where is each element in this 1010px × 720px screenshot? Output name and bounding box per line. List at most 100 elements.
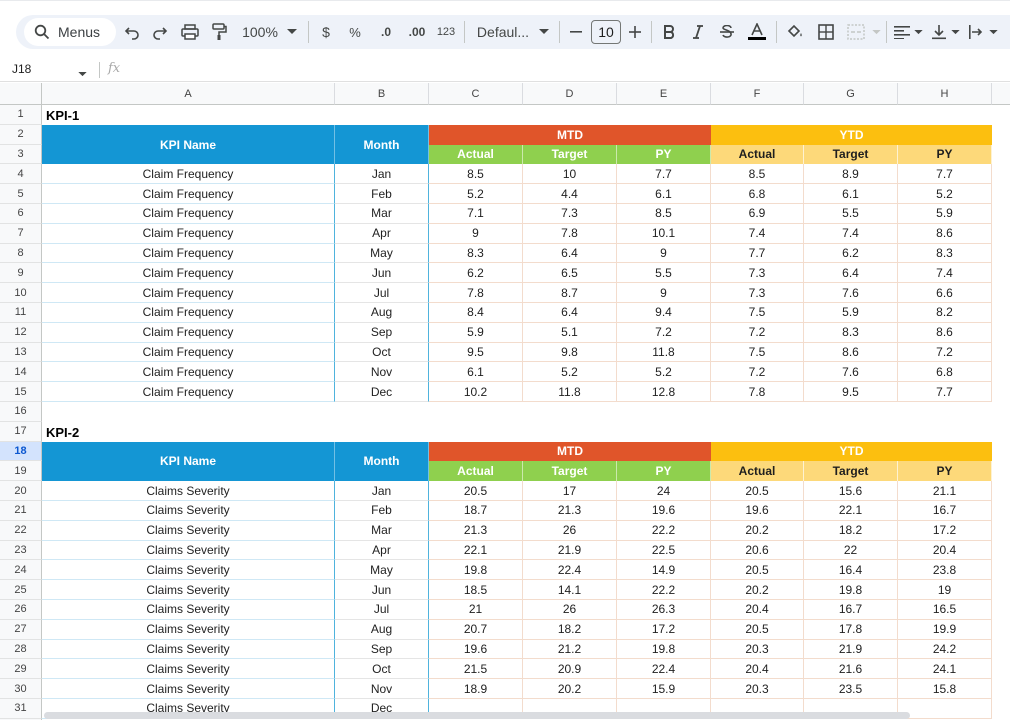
value-cell[interactable]: 7.8 bbox=[429, 283, 523, 303]
column-header-d[interactable]: D bbox=[523, 83, 617, 105]
borders-button[interactable] bbox=[816, 21, 836, 43]
column-header-h[interactable]: H bbox=[898, 83, 992, 105]
value-cell[interactable]: 7.1 bbox=[429, 204, 523, 224]
fill-color-button[interactable] bbox=[785, 21, 805, 43]
value-cell[interactable]: 10 bbox=[523, 164, 617, 185]
value-cell[interactable]: 9.4 bbox=[617, 303, 711, 323]
value-cell[interactable]: 5.9 bbox=[898, 204, 992, 224]
kpi-name-cell[interactable]: Claims Severity bbox=[42, 679, 335, 699]
value-cell[interactable]: 20.4 bbox=[711, 600, 804, 620]
kpi-name-cell[interactable]: Claim Frequency bbox=[42, 204, 335, 224]
value-cell[interactable]: 21.9 bbox=[804, 639, 898, 660]
text-wrap-button[interactable] bbox=[967, 21, 985, 43]
value-cell[interactable]: 5.2 bbox=[523, 362, 617, 383]
row-header[interactable]: 4 bbox=[0, 164, 42, 185]
name-box[interactable]: J18 bbox=[12, 62, 32, 76]
value-cell[interactable]: 7.4 bbox=[711, 223, 804, 244]
month-cell[interactable]: Feb bbox=[335, 501, 429, 521]
value-cell[interactable]: 20.2 bbox=[711, 520, 804, 541]
row-header[interactable]: 31 bbox=[0, 699, 42, 719]
kpi-name-cell[interactable]: Claim Frequency bbox=[42, 303, 335, 323]
month-cell[interactable]: May bbox=[335, 560, 429, 581]
value-cell[interactable]: 17 bbox=[523, 481, 617, 501]
value-cell[interactable]: 26.3 bbox=[617, 600, 711, 620]
value-cell[interactable]: 23.8 bbox=[898, 560, 992, 581]
value-cell[interactable]: 21.1 bbox=[898, 481, 992, 501]
value-cell[interactable]: 26 bbox=[523, 520, 617, 541]
column-header-a[interactable]: A bbox=[42, 83, 335, 105]
value-cell[interactable]: 6.2 bbox=[429, 263, 523, 284]
row-header[interactable]: 17 bbox=[0, 421, 42, 442]
vertical-align-button[interactable] bbox=[930, 21, 948, 43]
month-cell[interactable]: Oct bbox=[335, 342, 429, 363]
value-cell[interactable]: 7.3 bbox=[711, 263, 804, 284]
row-header[interactable]: 26 bbox=[0, 600, 42, 620]
value-cell[interactable]: 5.9 bbox=[429, 322, 523, 343]
value-cell[interactable]: 20.5 bbox=[711, 481, 804, 501]
value-cell[interactable]: 7.2 bbox=[711, 362, 804, 383]
kpi-name-cell[interactable]: Claims Severity bbox=[42, 619, 335, 640]
value-cell[interactable]: 20.4 bbox=[898, 540, 992, 561]
value-cell[interactable]: 7.7 bbox=[617, 164, 711, 185]
value-cell[interactable]: 23.5 bbox=[804, 679, 898, 699]
row-header[interactable]: 18 bbox=[0, 441, 42, 462]
font-select[interactable]: Defaul... bbox=[475, 21, 531, 43]
value-cell[interactable]: 7.4 bbox=[898, 263, 992, 284]
value-cell[interactable]: 22.1 bbox=[804, 501, 898, 521]
month-cell[interactable]: Jan bbox=[335, 164, 429, 185]
kpi-name-cell[interactable]: Claims Severity bbox=[42, 481, 335, 501]
value-cell[interactable]: 5.5 bbox=[617, 263, 711, 284]
kpi-name-cell[interactable]: Claim Frequency bbox=[42, 362, 335, 383]
column-header-c[interactable]: C bbox=[429, 83, 523, 105]
merge-cells-button[interactable] bbox=[846, 21, 866, 43]
month-cell[interactable]: Nov bbox=[335, 362, 429, 383]
value-cell[interactable]: 20.4 bbox=[711, 659, 804, 680]
column-header-b[interactable]: B bbox=[335, 83, 429, 105]
row-header[interactable]: 20 bbox=[0, 481, 42, 501]
kpi-name-cell[interactable]: Claim Frequency bbox=[42, 322, 335, 343]
row-header[interactable]: 23 bbox=[0, 540, 42, 561]
kpi-name-cell[interactable]: Claims Severity bbox=[42, 580, 335, 600]
kpi-name-cell[interactable]: Claims Severity bbox=[42, 600, 335, 620]
month-cell[interactable]: Jul bbox=[335, 283, 429, 303]
value-cell[interactable]: 6.4 bbox=[523, 303, 617, 323]
redo-button[interactable] bbox=[150, 21, 170, 43]
print-button[interactable] bbox=[179, 21, 201, 43]
kpi-name-cell[interactable]: Claim Frequency bbox=[42, 243, 335, 264]
value-cell[interactable]: 5.9 bbox=[804, 303, 898, 323]
value-cell[interactable]: 7.8 bbox=[711, 382, 804, 402]
row-header[interactable]: 1 bbox=[0, 105, 42, 125]
row-header[interactable]: 11 bbox=[0, 303, 42, 323]
value-cell[interactable] bbox=[898, 699, 992, 719]
value-cell[interactable]: 7.5 bbox=[711, 303, 804, 323]
row-header[interactable]: 9 bbox=[0, 263, 42, 284]
menus-search-button[interactable]: Menus bbox=[24, 18, 116, 46]
value-cell[interactable]: 20.2 bbox=[523, 679, 617, 699]
value-cell[interactable]: 8.2 bbox=[898, 303, 992, 323]
value-cell[interactable]: 19.8 bbox=[804, 580, 898, 600]
value-cell[interactable]: 16.4 bbox=[804, 560, 898, 581]
kpi-name-cell[interactable]: Claim Frequency bbox=[42, 342, 335, 363]
month-cell[interactable]: Apr bbox=[335, 223, 429, 244]
value-cell[interactable]: 9.8 bbox=[523, 342, 617, 363]
row-header[interactable]: 14 bbox=[0, 362, 42, 383]
value-cell[interactable]: 7.2 bbox=[898, 342, 992, 363]
value-cell[interactable]: 4.4 bbox=[523, 184, 617, 204]
value-cell[interactable]: 21.9 bbox=[523, 540, 617, 561]
value-cell[interactable]: 14.1 bbox=[523, 580, 617, 600]
value-cell[interactable]: 21.3 bbox=[429, 520, 523, 541]
value-cell[interactable]: 15.6 bbox=[804, 481, 898, 501]
month-cell[interactable]: May bbox=[335, 243, 429, 264]
value-cell[interactable]: 22.2 bbox=[617, 520, 711, 541]
value-cell[interactable]: 17.2 bbox=[898, 520, 992, 541]
month-cell[interactable]: Feb bbox=[335, 184, 429, 204]
value-cell[interactable]: 6.1 bbox=[617, 184, 711, 204]
increase-decimal-button[interactable]: .00 bbox=[404, 21, 430, 43]
value-cell[interactable]: 5.2 bbox=[898, 184, 992, 204]
value-cell[interactable]: 7.5 bbox=[711, 342, 804, 363]
kpi-name-cell[interactable]: Claim Frequency bbox=[42, 283, 335, 303]
value-cell[interactable]: 20.6 bbox=[711, 540, 804, 561]
value-cell[interactable]: 24.2 bbox=[898, 639, 992, 660]
valign-chevron-down-icon[interactable] bbox=[950, 21, 960, 43]
value-cell[interactable]: 8.3 bbox=[429, 243, 523, 264]
